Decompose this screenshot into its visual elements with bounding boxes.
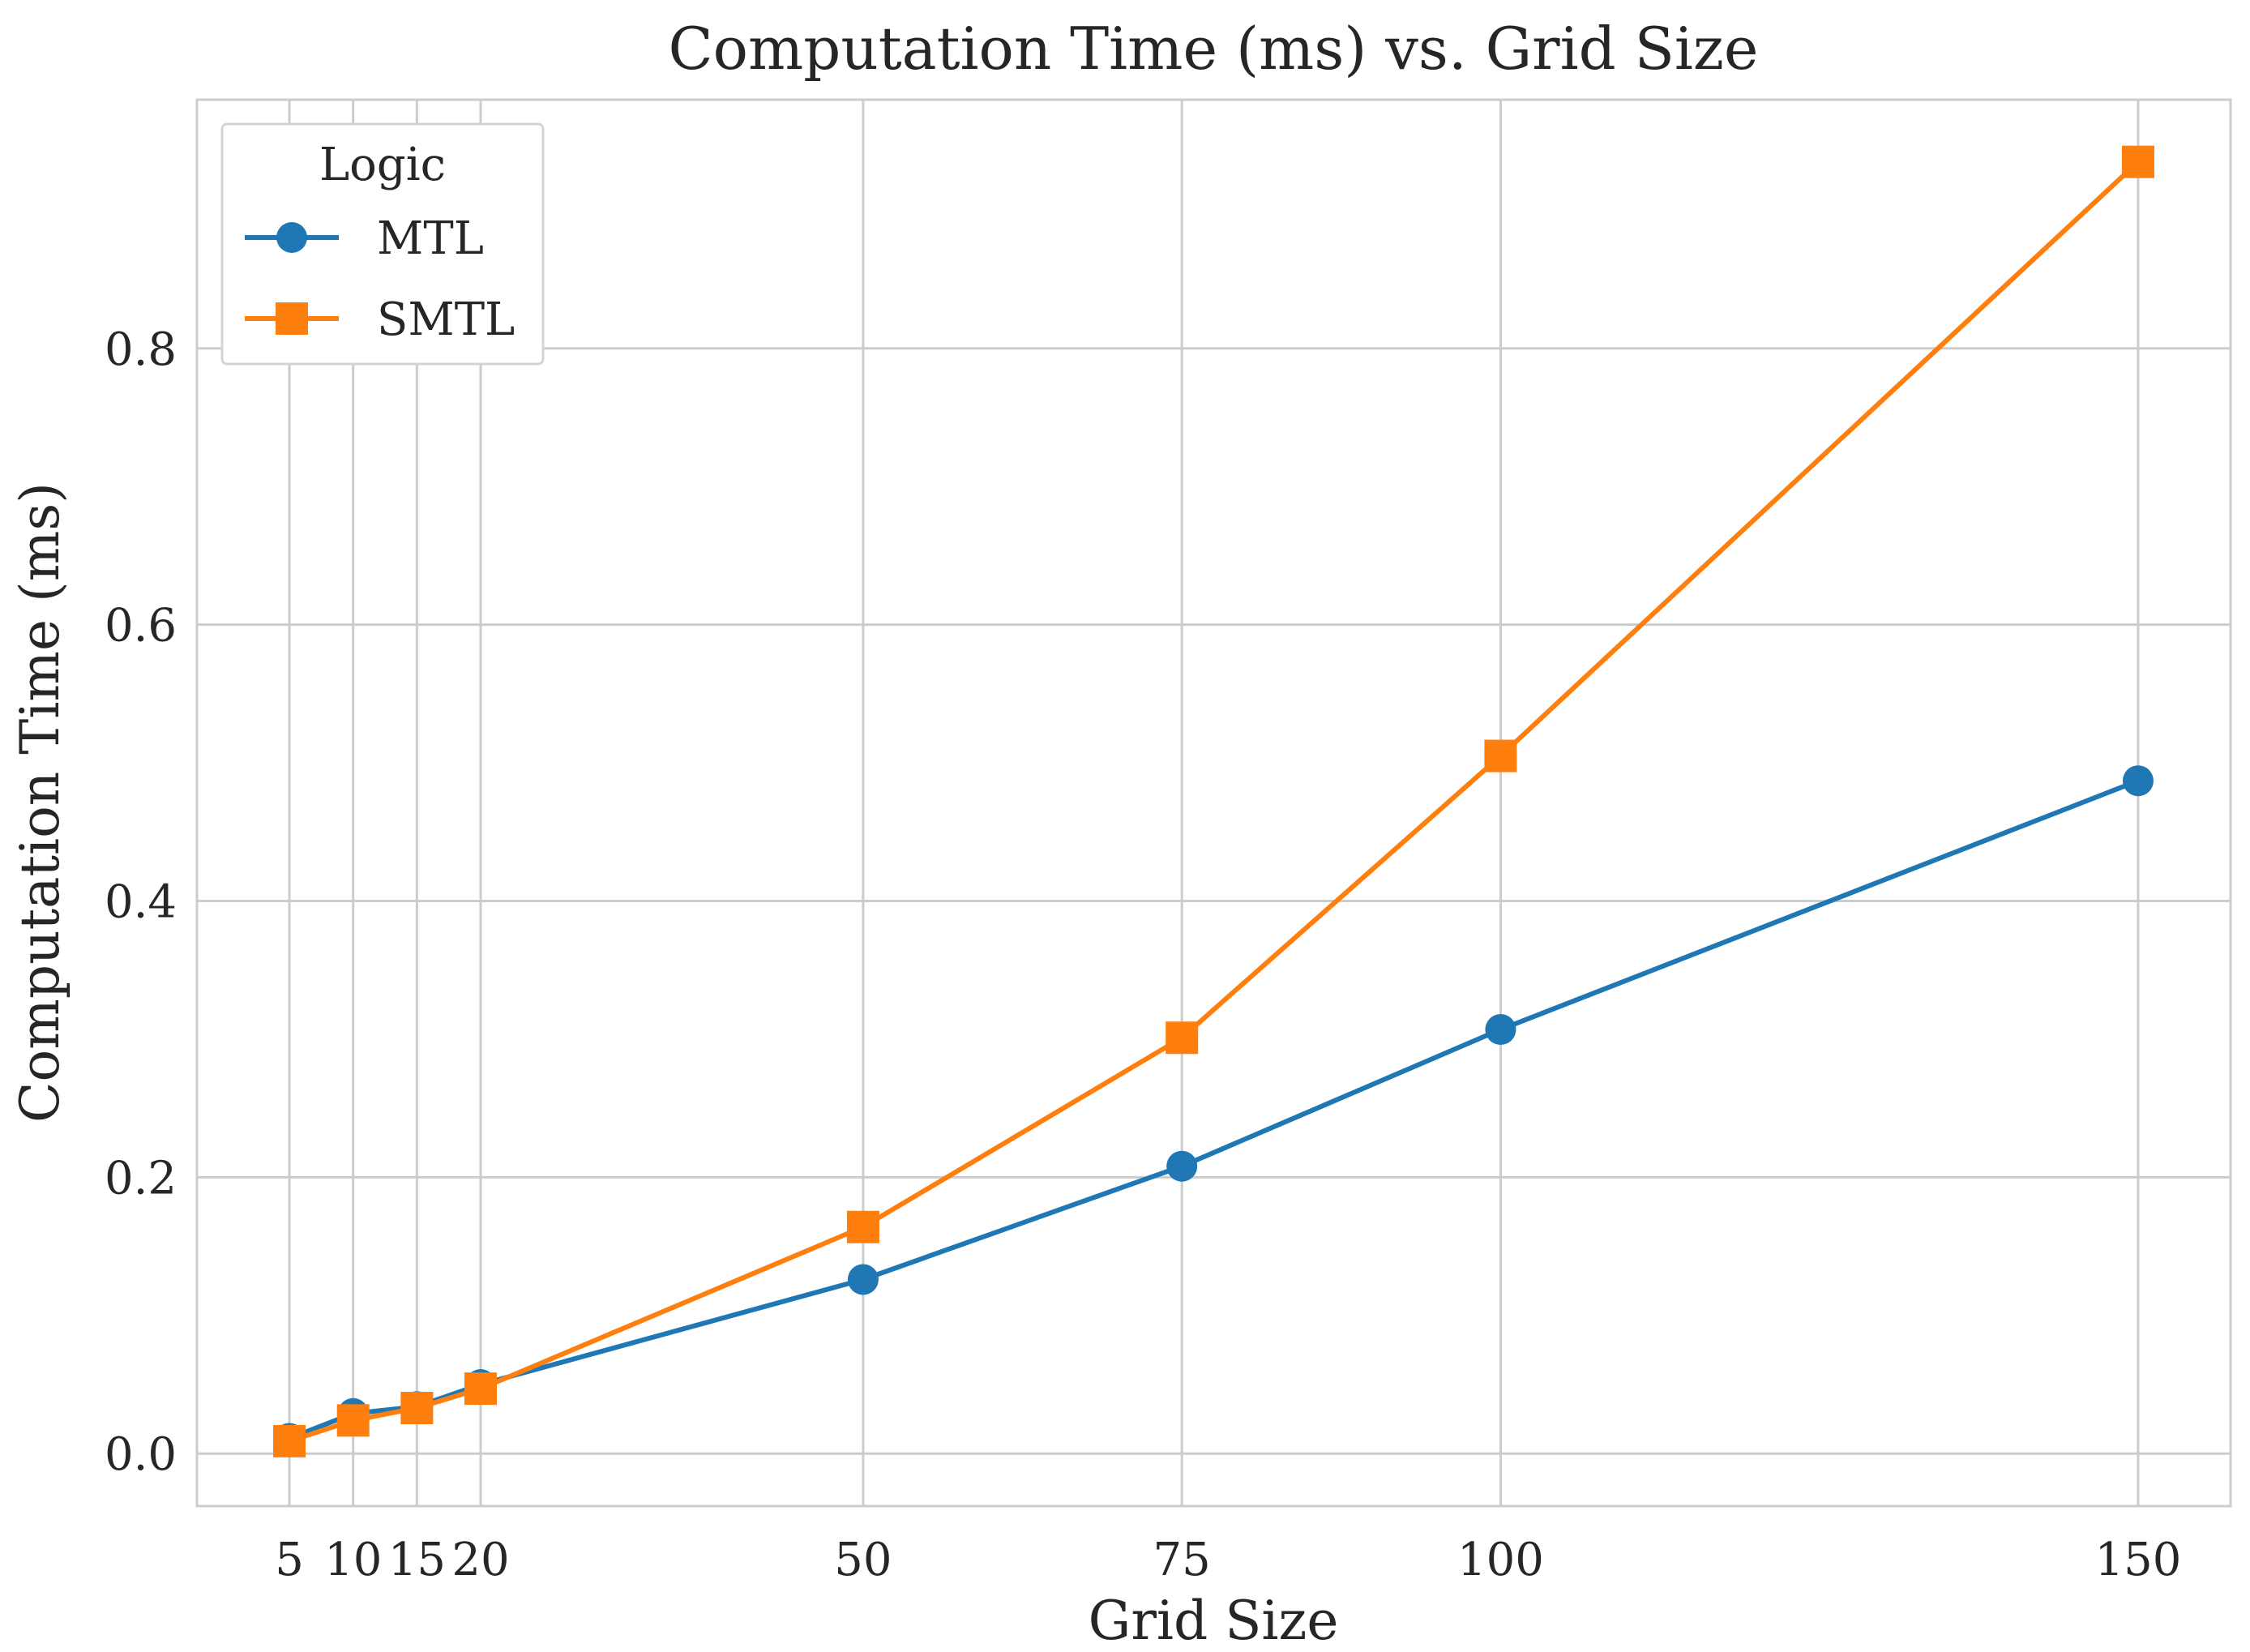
x-tick-label: 150 (2095, 1534, 2182, 1586)
legend: Logic MTL SMTL (220, 122, 545, 366)
legend-entry-smtl: SMTL (245, 293, 515, 346)
tick-labels: 5 10 15 20 50 75 100 150 0.0 0.2 0.4 0.6 0.8 (105, 323, 2181, 1586)
y-tick-label: 0.8 (105, 323, 177, 376)
data-point-smtl (464, 1372, 498, 1406)
chart-title: Computation Time (ms) vs. Grid Size (669, 15, 1759, 83)
x-tick-label: 50 (834, 1534, 892, 1586)
data-point-mtl (1485, 1014, 1516, 1046)
data-point-mtl (2122, 765, 2154, 797)
data-point-smtl (336, 1404, 370, 1437)
x-tick-label: 10 (324, 1534, 382, 1586)
y-tick-label: 0.0 (105, 1428, 177, 1481)
legend-label-mtl: MTL (377, 212, 484, 265)
legend-entry-mtl: MTL (245, 212, 484, 265)
y-tick-label: 0.2 (105, 1152, 177, 1205)
legend-entries: MTL SMTL (245, 212, 515, 346)
x-tick-label: 20 (451, 1534, 509, 1586)
data-point-smtl (2121, 145, 2154, 178)
x-tick-label: 15 (388, 1534, 446, 1586)
legend-marker-mtl (276, 222, 307, 253)
y-tick-label: 0.6 (105, 600, 177, 653)
data-point-smtl (846, 1210, 879, 1243)
x-tick-label: 100 (1457, 1534, 1544, 1586)
x-tick-label: 75 (1153, 1534, 1211, 1586)
series-layer (273, 145, 2154, 1457)
x-axis-label: Grid Size (1089, 1590, 1339, 1652)
data-point-smtl (1484, 739, 1517, 773)
legend-title: Logic (319, 139, 446, 191)
y-axis-label: Computation Time (ms) (9, 482, 71, 1123)
x-tick-label: 5 (275, 1534, 304, 1586)
data-point-mtl (847, 1264, 879, 1295)
data-point-smtl (1166, 1021, 1199, 1055)
plot-frame (195, 98, 2232, 1508)
legend-label-smtl: SMTL (377, 293, 515, 346)
legend-marker-smtl (276, 302, 308, 335)
data-point-mtl (1166, 1150, 1198, 1182)
data-point-smtl (273, 1424, 306, 1457)
y-tick-label: 0.4 (105, 876, 177, 929)
data-point-smtl (400, 1391, 434, 1424)
series-smtl (273, 145, 2154, 1457)
